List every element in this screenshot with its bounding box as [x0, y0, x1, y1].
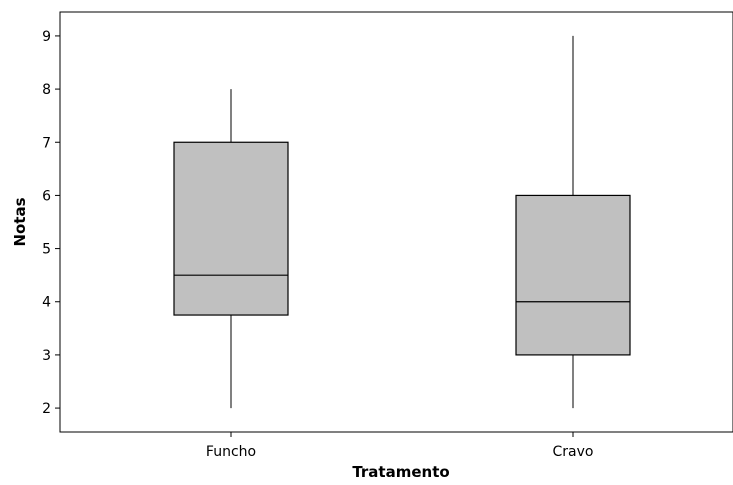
y-tick-label-3: 3: [42, 348, 51, 364]
iqr-box-funcho: [173, 141, 289, 316]
y-tick-label-9: 9: [42, 29, 51, 45]
box-cravo: [515, 35, 631, 409]
y-tick-label-5: 5: [42, 242, 51, 258]
x-axis-title: Tratamento: [352, 463, 449, 480]
y-tick-label-2: 2: [42, 401, 51, 417]
y-axis: 2 3 4 5 6 7 8 9: [42, 29, 60, 417]
y-axis-title: Notas: [11, 197, 29, 246]
x-tick-label-funcho: Funcho: [206, 444, 256, 460]
y-tick-label-6: 6: [42, 188, 51, 204]
boxes-layer: [173, 35, 631, 409]
x-tick-label-cravo: Cravo: [553, 444, 594, 460]
x-axis: Funcho Cravo: [206, 432, 594, 460]
iqr-box-cravo: [515, 194, 631, 356]
y-tick-label-4: 4: [42, 295, 51, 311]
plot-frame: [59, 11, 733, 433]
box-funcho: [173, 89, 289, 409]
y-tick-label-7: 7: [42, 135, 51, 151]
y-tick-label-8: 8: [42, 82, 51, 98]
